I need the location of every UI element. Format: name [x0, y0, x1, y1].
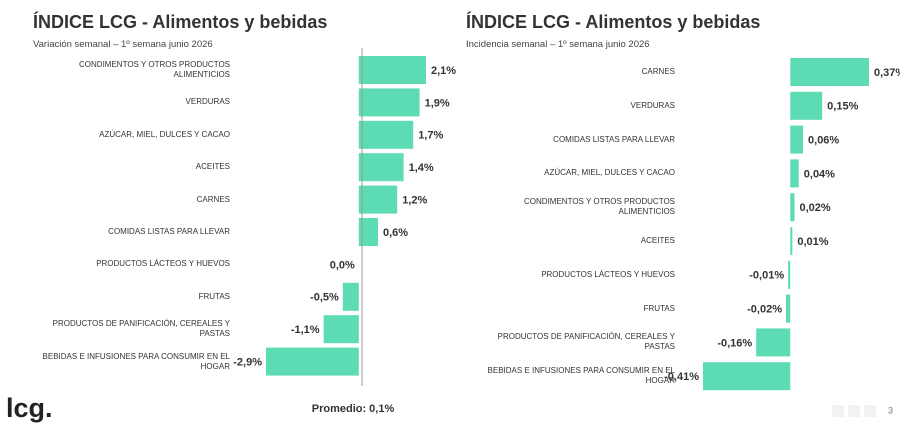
bar [790, 159, 799, 188]
value-label: 1,2% [402, 195, 427, 207]
page-number: 3 [888, 405, 893, 415]
bar [358, 185, 398, 214]
category-label: VERDURAS [185, 97, 230, 107]
bar [358, 153, 404, 182]
bar [790, 193, 795, 222]
category-label: FRUTAS [198, 291, 230, 301]
value-label: 1,7% [418, 130, 443, 142]
value-label: 0,04% [804, 168, 835, 180]
category-label: PRODUCTOS LÁCTEOS Y HUEVOS [541, 269, 675, 279]
chart-subtitle: Variación semanal – 1º semana junio 2026 [33, 39, 213, 50]
category-label: CARNES [641, 67, 675, 76]
category-label: FRUTAS [643, 303, 675, 313]
value-label: 1,9% [425, 97, 450, 109]
category-label: CONDIMENTOS Y OTROS PRODUCTOS ALIMENTICI… [79, 60, 230, 79]
chart-title: ÍNDICE LCG - Alimentos y bebidas [33, 12, 328, 32]
category-label: BEBIDAS E INFUSIONES PARA CONSUMIR EN EL… [487, 366, 675, 386]
category-label: BEBIDAS E INFUSIONES PARA CONSUMIR EN EL… [42, 351, 230, 371]
category-label: AZÚCAR, MIEL, DULCES Y CACAO [544, 168, 675, 178]
bar [323, 315, 359, 344]
value-label: -0,41% [664, 371, 699, 383]
bar [342, 282, 359, 311]
value-label: -0,16% [717, 337, 752, 349]
value-label: -2,9% [233, 357, 262, 369]
bar [788, 260, 791, 289]
value-label: 0,01% [797, 236, 828, 248]
category-label: VERDURAS [630, 100, 675, 110]
bar [703, 362, 791, 391]
value-label: 0,15% [827, 101, 858, 113]
value-label: 2,1% [431, 65, 456, 77]
decor [848, 405, 860, 417]
bar [756, 328, 791, 357]
bar [358, 218, 378, 246]
bar [790, 227, 793, 255]
value-label: 0,0% [330, 259, 355, 271]
decor [864, 405, 876, 417]
logo: lcg. [6, 393, 53, 423]
bar [358, 88, 420, 117]
bar [790, 91, 823, 120]
value-label: -0,5% [310, 292, 339, 304]
category-label: PRODUCTOS DE PANIFICACIÓN, CEREALES Y PA… [52, 319, 230, 339]
bar [790, 58, 869, 86]
category-label: PRODUCTOS DE PANIFICACIÓN, CEREALES Y PA… [497, 332, 675, 352]
average-label: Promedio: 0,1% [312, 403, 395, 415]
bar [786, 294, 791, 323]
category-label: CONDIMENTOS Y OTROS PRODUCTOS ALIMENTICI… [524, 197, 675, 217]
value-label: 1,4% [409, 162, 434, 174]
category-label: ACEITES [640, 236, 675, 245]
value-label: -0,01% [749, 270, 784, 282]
category-label: PRODUCTOS LÁCTEOS Y HUEVOS [96, 259, 230, 269]
category-label: COMIDAS LISTAS PARA LLEVAR [108, 227, 230, 236]
decor [832, 405, 844, 417]
category-label: CARNES [196, 194, 230, 204]
category-label: AZÚCAR, MIEL, DULCES Y CACAO [99, 129, 230, 139]
category-label: COMIDAS LISTAS PARA LLEVAR [553, 134, 675, 144]
value-label: -1,1% [291, 324, 320, 336]
bar [358, 120, 414, 149]
value-label: -0,02% [747, 304, 782, 316]
bar [358, 56, 426, 84]
value-label: 0,37% [874, 67, 900, 79]
bar [790, 125, 804, 154]
value-label: 0,6% [383, 227, 408, 239]
chart-subtitle: Incidencia semanal – 1º semana junio 202… [466, 39, 650, 50]
chart-title: ÍNDICE LCG - Alimentos y bebidas [466, 12, 761, 32]
category-label: ACEITES [195, 162, 230, 172]
bar [266, 347, 359, 376]
value-label: 0,02% [800, 202, 831, 214]
value-label: 0,06% [808, 135, 839, 147]
